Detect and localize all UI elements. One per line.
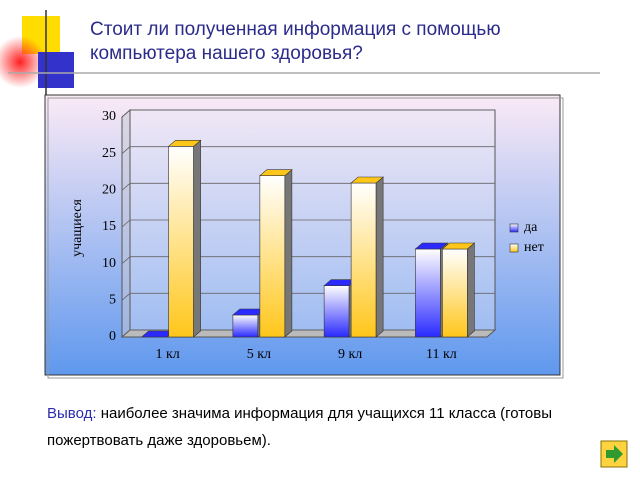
bar-side: [467, 242, 475, 338]
conclusion-text: наиболее значима информация для учащихся…: [47, 405, 553, 449]
bar: [259, 175, 286, 338]
bar-top: [414, 242, 449, 250]
x-tick-label: 11 кл: [426, 347, 457, 362]
legend-swatch: [509, 223, 519, 233]
bar-top: [259, 169, 293, 176]
y-tick-label: 5: [109, 293, 116, 308]
x-tick-label: 5 кл: [247, 347, 271, 362]
bar-side: [284, 169, 293, 338]
x-tick-label: 9 кл: [338, 347, 362, 362]
decoration: [0, 10, 600, 100]
legend-label: да: [524, 220, 538, 235]
y-tick-label: 15: [102, 219, 116, 234]
bar-top: [441, 242, 476, 250]
chart-shadow: [47, 97, 564, 379]
nav-button[interactable]: [600, 440, 628, 468]
chart: 0 5 10 15 20 25 30 учащиеся 1 кл 5 кл 9 кл 11 кл да н…: [70, 108, 544, 362]
legend-label: нет: [524, 240, 544, 255]
bar: [168, 146, 194, 338]
bar: [350, 182, 377, 338]
bar-side: [375, 176, 384, 338]
bar-top: [167, 140, 202, 147]
legend-swatch: [509, 243, 519, 253]
bar: [232, 314, 259, 338]
bar: [442, 248, 468, 338]
bar: [415, 248, 441, 338]
bar-top: [350, 176, 384, 184]
x-tick-label: 1 кл: [155, 347, 179, 362]
bar: [323, 285, 350, 338]
conclusion: Вывод: наиболее значима информация для у…: [47, 400, 607, 454]
y-tick-label: 25: [102, 146, 116, 161]
y-tick-label: 20: [102, 183, 116, 198]
conclusion-label: Вывод:: [47, 405, 97, 422]
y-tick-label: 0: [109, 329, 116, 344]
grid-line: [121, 146, 495, 154]
slide-title: Стоит ли полученная информация с помощью…: [90, 19, 501, 64]
y-tick-label: 30: [102, 109, 116, 124]
y-axis-label: учащиеся: [70, 199, 85, 257]
grid-line: [121, 109, 495, 118]
bar-side: [193, 139, 201, 338]
y-tick-label: 10: [102, 256, 116, 271]
